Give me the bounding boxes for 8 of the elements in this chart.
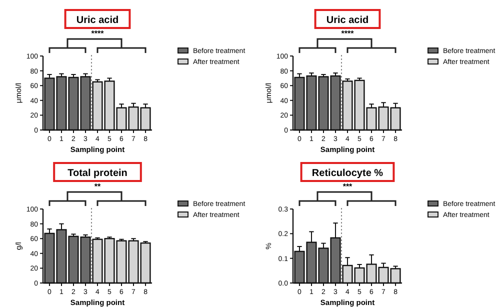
chart-title: Uric acid — [326, 15, 369, 26]
text: ** — [94, 182, 102, 191]
chart-title: Uric acid — [76, 15, 119, 26]
chart-title: Reticulocyte % — [312, 168, 384, 179]
text: **** — [91, 29, 105, 38]
chart-title: Total protein — [68, 168, 128, 179]
text: **** — [341, 29, 355, 38]
text: *** — [342, 182, 354, 191]
